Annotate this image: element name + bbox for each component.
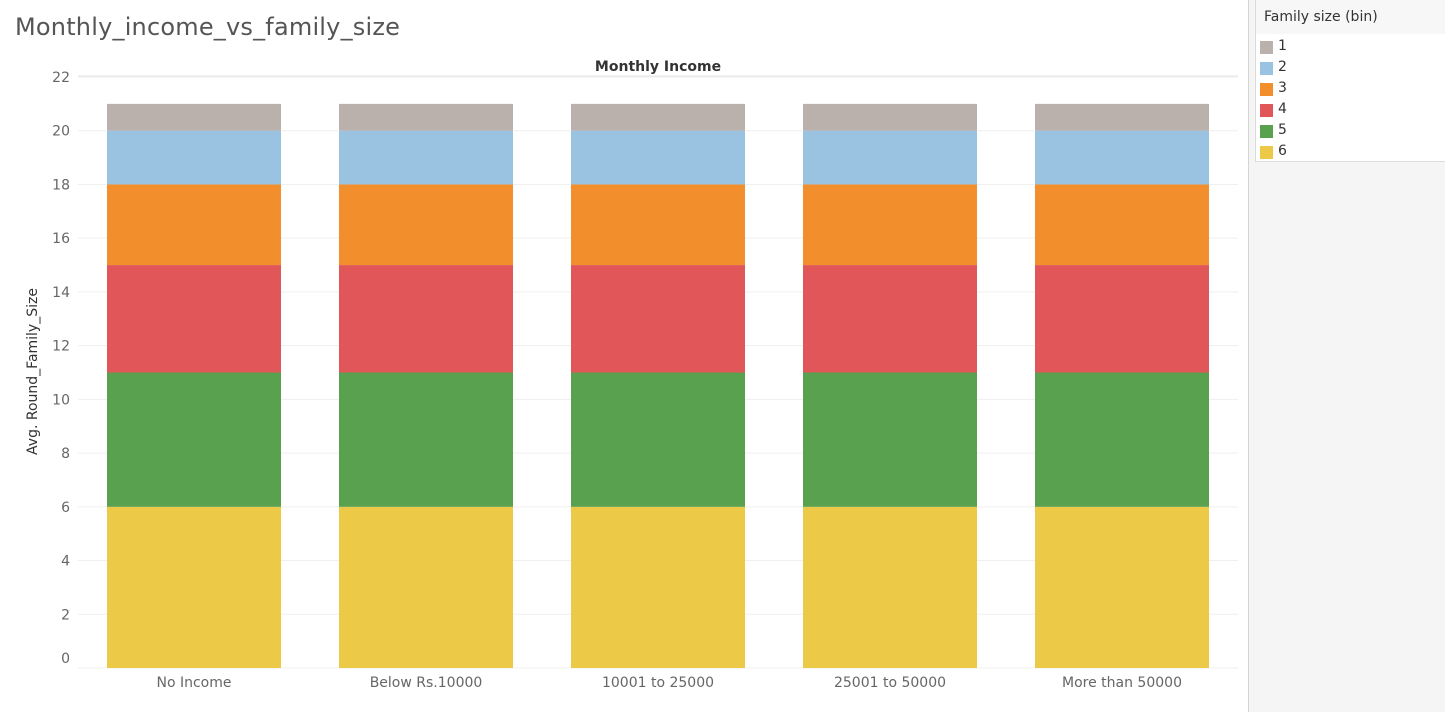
bar-segment[interactable]: [571, 184, 745, 266]
bar-segment[interactable]: [107, 184, 281, 266]
legend-label: 2: [1278, 59, 1287, 75]
bar-segment[interactable]: [107, 506, 281, 668]
bar-segment[interactable]: [803, 130, 977, 185]
legend-title: Family size (bin): [1264, 9, 1378, 25]
legend-swatch: [1260, 125, 1273, 138]
legend-item[interactable]: 4: [1260, 100, 1440, 120]
legend-label: 6: [1278, 143, 1287, 159]
column-header: Monthly Income: [595, 59, 721, 75]
legend-item[interactable]: 5: [1260, 121, 1440, 141]
bar-segment[interactable]: [339, 506, 513, 668]
bar-segment[interactable]: [1035, 506, 1209, 668]
bar-segment[interactable]: [803, 184, 977, 266]
y-tick-label: 16: [52, 231, 70, 247]
bar-segment[interactable]: [339, 372, 513, 507]
bar-segment[interactable]: [1035, 265, 1209, 373]
legend-item[interactable]: 1: [1260, 37, 1440, 57]
x-category-label: 10001 to 25000: [602, 675, 714, 691]
bar-segment[interactable]: [571, 130, 745, 185]
legend-label: 1: [1278, 38, 1287, 54]
legend-header: [1256, 0, 1445, 34]
x-category-label: No Income: [156, 675, 231, 691]
bar-segment[interactable]: [1035, 130, 1209, 185]
y-tick-label: 20: [52, 124, 70, 140]
bar-segment[interactable]: [339, 130, 513, 185]
legend-item[interactable]: 2: [1260, 58, 1440, 78]
bar-segment[interactable]: [1035, 103, 1209, 131]
x-category-label: 25001 to 50000: [834, 675, 946, 691]
y-tick-label: 14: [52, 285, 70, 301]
bar-segment[interactable]: [803, 372, 977, 507]
y-tick-label: 0: [61, 651, 70, 667]
legend-label: 5: [1278, 122, 1287, 138]
bar-segment[interactable]: [803, 265, 977, 373]
legend-label: 3: [1278, 80, 1287, 96]
bar-segment[interactable]: [1035, 184, 1209, 266]
bar-segment[interactable]: [107, 372, 281, 507]
color-legend[interactable]: Family size (bin) 1 2 3 4 5 6: [1255, 0, 1445, 162]
y-tick-label: 8: [61, 446, 70, 462]
legend-label: 4: [1278, 101, 1287, 117]
legend-swatch: [1260, 41, 1273, 54]
bar-segment[interactable]: [339, 103, 513, 131]
bar-segment[interactable]: [1035, 372, 1209, 507]
bar-segment[interactable]: [339, 184, 513, 266]
y-tick-label: 6: [61, 500, 70, 516]
bar-segment[interactable]: [107, 130, 281, 185]
bar-segment[interactable]: [571, 372, 745, 507]
y-tick-label: 4: [61, 554, 70, 570]
y-tick-label: 10: [52, 392, 70, 408]
bar-segment[interactable]: [107, 265, 281, 373]
legend-item[interactable]: 3: [1260, 79, 1440, 99]
x-category-label: More than 50000: [1062, 675, 1182, 691]
bar-segment[interactable]: [571, 265, 745, 373]
worksheet-title: Monthly_income_vs_family_size: [15, 13, 401, 41]
legend-swatch: [1260, 146, 1273, 159]
bar-segment[interactable]: [107, 103, 281, 131]
bar-segment[interactable]: [339, 265, 513, 373]
y-tick-label: 22: [52, 70, 70, 86]
y-tick-label: 18: [52, 177, 70, 193]
bar-segment[interactable]: [571, 103, 745, 131]
legend-swatch: [1260, 83, 1273, 96]
bar-segment[interactable]: [571, 506, 745, 668]
legend-swatch: [1260, 104, 1273, 117]
stacked-bar-chart: 0 2 4 6 8 10 12 14 16 18 20 22 Avg. Round_Family_Siz…: [25, 59, 1238, 691]
legend-swatch: [1260, 62, 1273, 75]
y-tick-label: 12: [52, 339, 70, 355]
legend-item[interactable]: 6: [1260, 142, 1440, 162]
bar-segment[interactable]: [803, 103, 977, 131]
x-category-label: Below Rs.10000: [370, 675, 483, 691]
bar-segment[interactable]: [803, 506, 977, 668]
y-tick-label: 2: [61, 607, 70, 623]
y-axis-label: Avg. Round_Family_Size: [25, 288, 41, 455]
